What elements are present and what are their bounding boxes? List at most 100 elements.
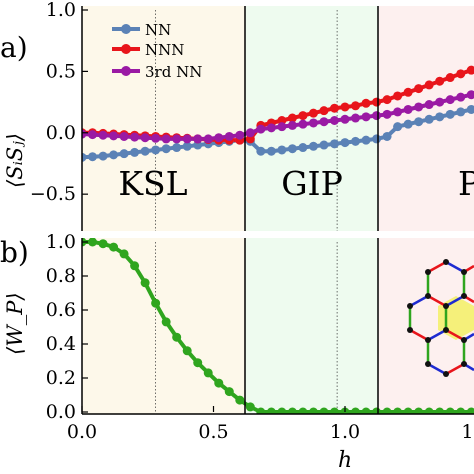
data-point-nn xyxy=(182,141,192,151)
data-point-wp xyxy=(182,346,192,356)
data-point-3rd-nn xyxy=(140,133,150,143)
phase-label-gip: GIP xyxy=(281,164,343,203)
data-point-nn xyxy=(82,152,87,162)
data-point-wp xyxy=(203,368,213,378)
x-tick-label: 0.5 xyxy=(198,421,228,443)
data-point-nnn xyxy=(456,69,466,79)
data-point-3rd-nn xyxy=(98,130,108,140)
data-point-nn xyxy=(361,135,371,145)
data-point-nnn xyxy=(445,73,455,83)
y-tick-label: 0.5 xyxy=(46,60,76,82)
data-point-nnn xyxy=(319,106,329,116)
data-point-nnn xyxy=(466,65,474,75)
data-point-wp xyxy=(319,407,329,414)
data-point-3rd-nn xyxy=(456,92,466,102)
data-point-3rd-nn xyxy=(224,131,234,141)
data-point-3rd-nn xyxy=(372,111,382,121)
data-point-wp xyxy=(329,407,339,414)
data-point-wp xyxy=(466,407,474,414)
data-point-nnn xyxy=(414,84,424,94)
data-point-3rd-nn xyxy=(361,112,371,122)
data-point-nn xyxy=(456,107,466,117)
data-point-3rd-nn xyxy=(214,133,224,143)
data-point-nnn xyxy=(435,76,445,86)
data-point-3rd-nn xyxy=(88,130,98,140)
data-point-3rd-nn xyxy=(256,124,266,134)
x-axis-label: h xyxy=(338,448,352,473)
data-point-wp xyxy=(403,407,413,414)
data-point-wp xyxy=(456,407,466,414)
y-axis-label-b: ⟨W_P⟩ xyxy=(3,292,27,355)
data-point-nnn xyxy=(382,95,392,105)
phase-bg-gip-b xyxy=(245,238,378,414)
data-point-wp xyxy=(361,407,371,414)
data-point-3rd-nn xyxy=(382,109,392,119)
data-point-3rd-nn xyxy=(193,134,203,144)
data-point-nn xyxy=(130,147,140,157)
panel-a: 1.0 0.5 0.0 −0.5 a) ⟨SᵢSⱼ⟩ KSL GIP P NN NNN… xyxy=(0,0,474,231)
data-point-nn xyxy=(466,104,474,114)
data-point-wp xyxy=(372,407,382,414)
data-point-wp xyxy=(214,378,224,388)
data-point-wp xyxy=(435,407,445,414)
data-point-nn xyxy=(266,146,276,156)
data-point-nn xyxy=(98,151,108,161)
phase-label-ksl: KSL xyxy=(118,164,187,203)
data-point-wp xyxy=(445,407,455,414)
honeycomb-lattice-inset xyxy=(407,259,474,377)
legend: NN NNN 3rd NN xyxy=(112,21,202,81)
data-point-3rd-nn xyxy=(82,129,87,139)
data-point-nn xyxy=(319,140,329,150)
data-point-wp xyxy=(266,407,276,414)
data-point-wp xyxy=(140,278,150,288)
data-point-nnn xyxy=(372,97,382,107)
data-point-nn xyxy=(351,136,361,146)
y-tick-label: 1.0 xyxy=(46,0,76,21)
panel-label-b: b) xyxy=(0,236,29,269)
data-point-nn xyxy=(277,145,287,155)
data-point-3rd-nn xyxy=(287,120,297,130)
data-point-wp xyxy=(351,407,361,414)
data-point-wp xyxy=(277,407,287,414)
data-point-nnn xyxy=(361,98,371,108)
data-point-wp xyxy=(308,407,318,414)
data-point-3rd-nn xyxy=(161,134,171,144)
data-point-3rd-nn xyxy=(119,131,129,141)
data-point-wp xyxy=(109,242,119,252)
data-point-nnn xyxy=(329,103,339,113)
data-point-3rd-nn xyxy=(329,116,339,125)
data-point-nnn xyxy=(393,91,403,101)
data-point-wp xyxy=(382,407,392,414)
data-point-nnn xyxy=(403,87,413,97)
legend-item-nnn: NNN xyxy=(112,41,184,59)
data-point-nnn xyxy=(298,111,308,121)
data-point-wp xyxy=(424,407,434,414)
data-point-wp xyxy=(151,298,161,308)
data-point-wp xyxy=(235,395,245,405)
data-point-3rd-nn xyxy=(277,122,287,132)
data-point-nn xyxy=(435,112,445,122)
x-ticks-b: 0.0 0.5 1.0 1.5 xyxy=(67,406,474,443)
panel-b: 1.0 0.8 0.6 0.4 0.2 0.0 0.0 0.5 1.0 1.5 b) ⟨W_P⟩… xyxy=(0,231,474,473)
series-points xyxy=(82,65,474,162)
data-point-nnn xyxy=(287,113,297,123)
legend-item-3rd-nn: 3rd NN xyxy=(112,63,202,81)
data-point-nn xyxy=(287,144,297,154)
data-point-wp xyxy=(298,407,308,414)
data-point-wp xyxy=(172,332,182,342)
data-point-nn xyxy=(414,117,424,127)
data-point-nn xyxy=(393,122,403,132)
data-point-nn xyxy=(445,109,455,119)
data-point-nn xyxy=(109,150,119,160)
data-point-nn xyxy=(88,152,98,162)
y-tick-label: 0.8 xyxy=(46,265,76,287)
y-tick-label: 0.2 xyxy=(46,367,76,389)
data-point-wp xyxy=(414,407,424,414)
data-point-nn xyxy=(151,145,161,155)
data-point-wp xyxy=(256,407,266,414)
data-point-3rd-nn xyxy=(414,102,424,112)
data-point-3rd-nn xyxy=(172,134,182,144)
data-point-wp xyxy=(98,239,108,249)
data-point-nnn xyxy=(308,108,318,118)
data-point-3rd-nn xyxy=(109,131,119,141)
